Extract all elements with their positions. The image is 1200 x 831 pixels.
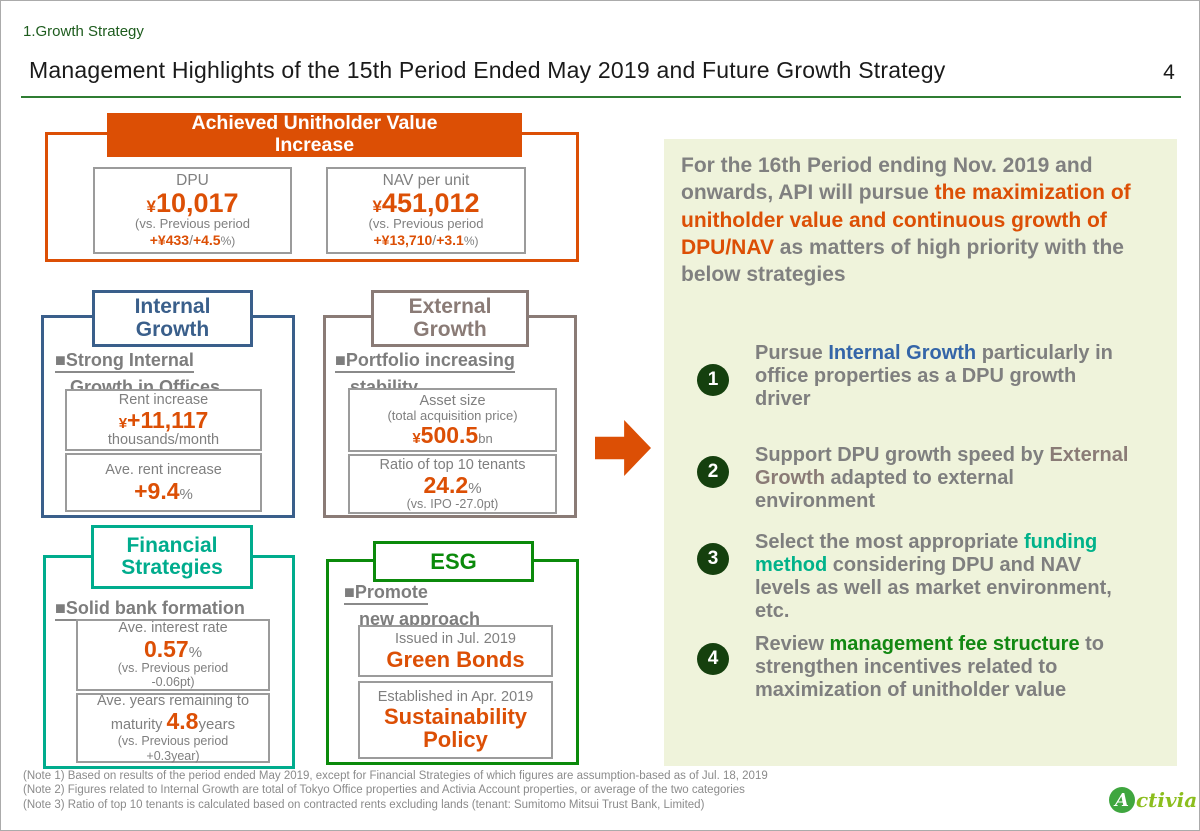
strategy-number-badge-2: 2 [697, 456, 729, 488]
tenant-ratio-note: (vs. IPO -27.0pt) [406, 497, 499, 511]
interest-rate-label: Ave. interest rate [118, 620, 228, 637]
strategy-number-badge-1: 1 [697, 364, 729, 396]
sustainability-label: Established in Apr. 2019 [377, 688, 534, 705]
rent-increase-label: Rent increase [118, 391, 209, 408]
dpu-label: DPU [176, 171, 209, 189]
strategy-item-1-text: Pursue Internal Growth particularly in o… [755, 342, 1113, 410]
yen-sign: ¥ [146, 196, 156, 216]
esg-title: ESG [373, 541, 534, 582]
rent-increase-unit: thousands/month [107, 432, 220, 449]
financial-strategies-title: Financial Strategies [91, 525, 253, 589]
dpu-delta: +¥433/+4.5%) [149, 232, 236, 249]
interest-rate-note1: (vs. Previous period [117, 660, 229, 675]
footnote-1: (Note 1) Based on results of the period … [23, 770, 768, 782]
external-growth-title: External Growth [371, 290, 529, 347]
activia-logo-text: ctivia [1136, 788, 1198, 812]
strategy-number-badge-3: 3 [697, 543, 729, 575]
strategy-number-badge-4: 4 [697, 643, 729, 675]
asset-size-sublabel: (total acquisition price) [387, 407, 518, 423]
yen-sign: ¥ [412, 430, 421, 448]
tenant-ratio-value: 24.2% [423, 471, 482, 498]
maturity-note2: +0.3year) [146, 748, 200, 763]
rent-increase-box: Rent increase ¥+11,117 thousands/month [65, 389, 262, 451]
nav-label: NAV per unit [382, 171, 470, 189]
sustainability-value1: Sustainability [383, 704, 528, 730]
footnotes: (Note 1) Based on results of the period … [23, 769, 768, 812]
title-divider [21, 96, 1181, 98]
right-arrow-icon [595, 420, 651, 476]
interest-rate-note2: -0.06pt) [151, 675, 195, 690]
nav-delta: +¥13,710/+3.1%) [373, 232, 479, 249]
dpu-value: ¥10,017 [146, 187, 239, 218]
asset-size-label: Asset size [419, 392, 486, 409]
asset-size-box: Asset size (total acquisition price) ¥50… [348, 388, 557, 452]
green-bonds-label: Issued in Jul. 2019 [395, 631, 516, 648]
maturity-label1: Ave. years remaining to [96, 693, 250, 710]
nav-stat-box: NAV per unit ¥451,012 (vs. Previous peri… [326, 167, 526, 254]
sustainability-value2: Policy [423, 727, 488, 753]
activia-logo-mark: A [1109, 787, 1135, 813]
maturity-note1: (vs. Previous period [117, 734, 229, 749]
strategy-item-3-text: Select the most appropriate funding meth… [755, 531, 1112, 622]
ave-rent-increase-value: +9.4% [134, 477, 193, 504]
strategy-item-3: 3 Select the most appropriate funding me… [664, 531, 1164, 623]
strategy-item-1: 1 Pursue Internal Growth particularly in… [664, 342, 1164, 411]
asset-size-value: ¥500.5bn [412, 422, 493, 449]
maturity-box: Ave. years remaining to maturity 4.8year… [76, 693, 270, 763]
interest-rate-box: Ave. interest rate 0.57% (vs. Previous p… [76, 619, 270, 691]
page-number: 4 [1163, 61, 1175, 84]
nav-note: (vs. Previous period [368, 216, 484, 232]
strategy-item-4: 4 Review management fee structure to str… [664, 633, 1164, 702]
internal-growth-title: Internal Growth [92, 290, 253, 347]
achieved-title-line2: Increase [274, 134, 355, 156]
yen-sign: ¥ [372, 196, 382, 216]
nav-value: ¥451,012 [372, 187, 480, 218]
page-title: Management Highlights of the 15th Period… [29, 57, 946, 83]
section-label: 1.Growth Strategy [23, 23, 144, 40]
rent-increase-value: ¥+11,117 [118, 406, 209, 433]
ave-rent-increase-box: Ave. rent increase +9.4% [65, 453, 262, 512]
ave-rent-increase-label: Ave. rent increase [105, 462, 222, 479]
sustainability-box: Established in Apr. 2019 Sustainability … [358, 681, 553, 759]
achieved-title-line1: Achieved Unitholder Value [191, 112, 438, 135]
tenant-ratio-label: Ratio of top 10 tenants [379, 456, 526, 473]
strategy-panel: For the 16th Period ending Nov. 2019 and… [664, 139, 1177, 766]
financial-strategies-heading: ■Solid bank formation [55, 595, 245, 622]
green-bonds-value: Green Bonds [386, 646, 525, 672]
green-bonds-box: Issued in Jul. 2019 Green Bonds [358, 625, 553, 677]
strategy-item-4-text: Review management fee structure to stren… [755, 633, 1104, 701]
interest-rate-value: 0.57% [143, 635, 203, 662]
achieved-value-header: Achieved Unitholder Value Increase [107, 112, 522, 157]
footnote-2: (Note 2) Figures related to Internal Gro… [23, 784, 745, 797]
strategy-item-2-text: Support DPU growth speed by External Gro… [755, 444, 1129, 512]
yen-sign: ¥ [118, 414, 128, 432]
strategy-item-2: 2 Support DPU growth speed by External G… [664, 444, 1164, 513]
tenant-ratio-box: Ratio of top 10 tenants 24.2% (vs. IPO -… [348, 454, 557, 514]
esg-heading: ■Promote new approach [344, 579, 481, 633]
maturity-value-line: maturity 4.8years [110, 708, 236, 735]
footnote-3: (Note 3) Ratio of top 10 tenants is calc… [23, 798, 705, 811]
dpu-note: (vs. Previous period [135, 216, 250, 232]
dpu-stat-box: DPU ¥10,017 (vs. Previous period +¥433/+… [93, 167, 292, 254]
strategy-intro: For the 16th Period ending Nov. 2019 and… [681, 154, 1131, 287]
